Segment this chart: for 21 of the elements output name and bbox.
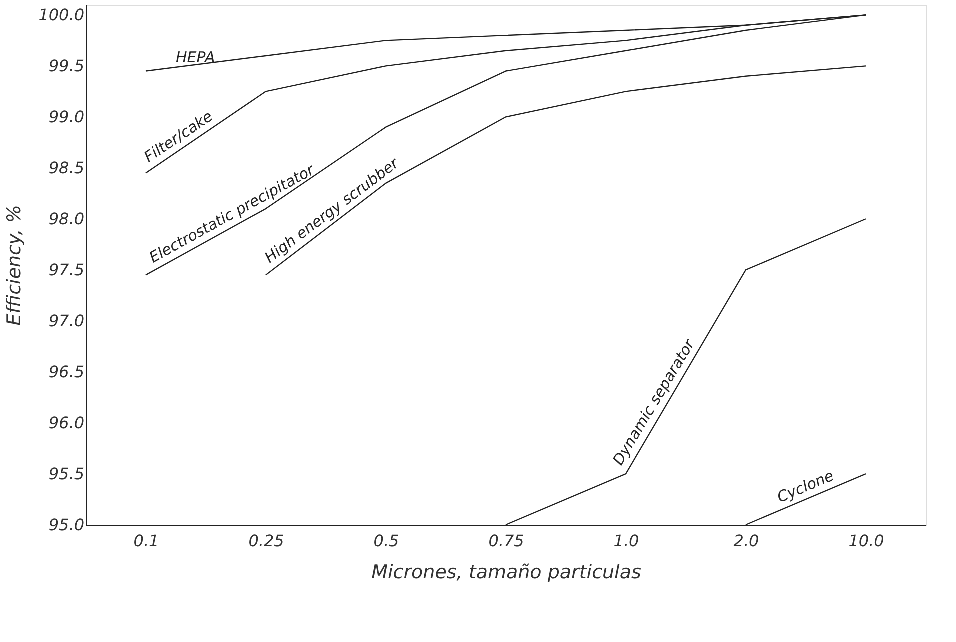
x-tick-label: 0.25 [248,532,284,550]
y-tick-label: 96.0 [48,414,84,433]
y-axis-title: Efficiency, % [4,205,26,326]
y-tick-label: 99.0 [48,108,84,127]
x-tick-label: 0.75 [488,532,524,550]
x-tick-label: 0.5 [374,532,400,550]
y-tick-label: 95.5 [48,464,84,484]
y-tick-label: 98.0 [48,210,84,229]
y-tick-label: 100.0 [38,6,84,25]
y-tick-label: 96.5 [48,362,84,382]
y-tick-label: 98.5 [48,158,84,178]
y-tick-label: 99.5 [48,56,84,76]
y-tick-label: 97.5 [48,260,84,280]
x-axis-title: Micrones, tamaño particulas [372,562,642,584]
x-tick-label: 10.0 [848,532,884,550]
y-tick-label: 95.0 [48,516,84,534]
x-tick-label: 0.1 [134,532,160,550]
series-label: HEPA [176,48,216,66]
x-tick-label: 2.0 [734,532,760,550]
y-tick-label: 97.0 [48,312,84,331]
x-tick-label: 1.0 [614,532,640,550]
